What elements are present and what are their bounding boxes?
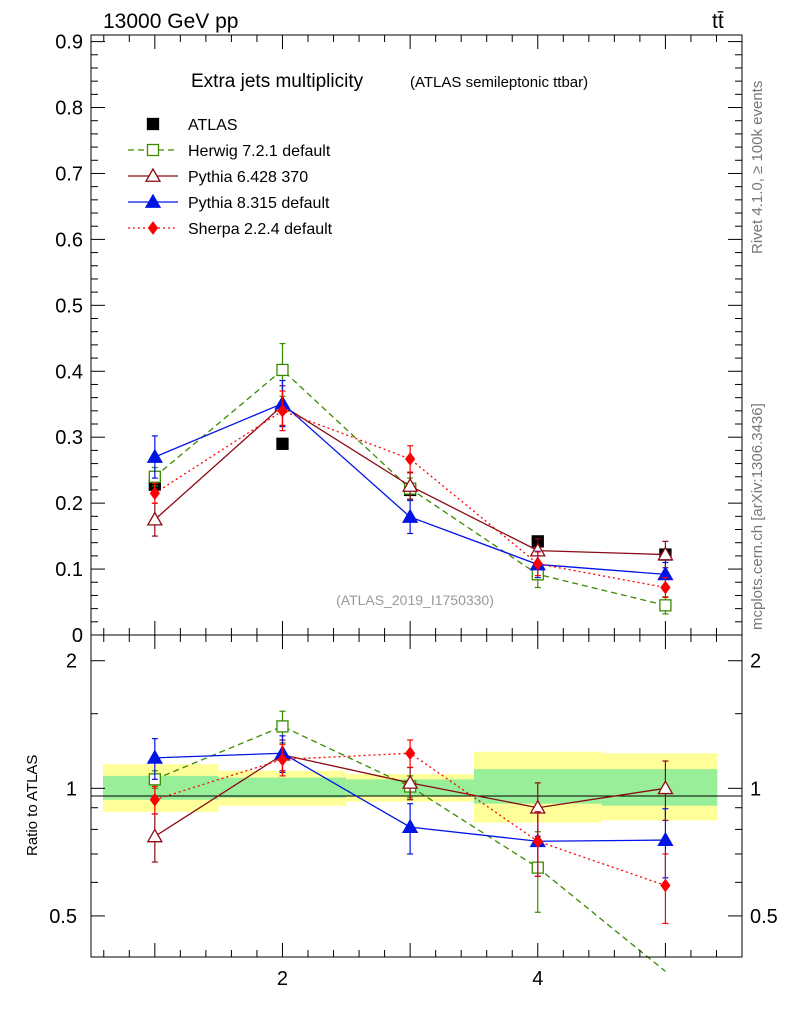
main-point <box>149 486 160 501</box>
main-axis-ticks: 0 0.1 0.2 0.3 0.4 0.5 0.6 0.7 0.8 0.9 <box>55 32 742 647</box>
main-line-sherpa-2-2-4-default <box>154 410 666 589</box>
rivet-version-label: Rivet 4.1.0, ≥ 100k events <box>749 81 766 254</box>
ratio-band-inner <box>601 769 718 806</box>
main-y-tick-label: 0.8 <box>55 98 83 120</box>
ratio-y-tick-label-right: 0.5 <box>750 906 778 928</box>
main-y-tick-label: 0.2 <box>55 493 83 515</box>
ratio-frame <box>90 634 743 958</box>
main-y-tick-label: 0.4 <box>55 361 83 383</box>
legend-label: Sherpa 2.2.4 default <box>188 221 333 238</box>
legend-entry-herwig-7-2-1-default: Herwig 7.2.1 default <box>128 143 331 160</box>
ratio-axis-ticks: 0.5 0.5 1 1 2 2 2 4 <box>49 635 778 990</box>
legend: ATLAS Herwig 7.2.1 default Pythia 6.428 37… <box>128 117 333 238</box>
main-point <box>277 403 288 418</box>
legend-label: Pythia 8.315 default <box>188 195 330 212</box>
ratio-band-inner <box>103 775 219 800</box>
ratio-y-tick-label-right: 2 <box>750 651 761 673</box>
ratio-point <box>277 752 288 767</box>
plot-subtitle: (ATLAS semileptonic ttbar) <box>410 74 588 91</box>
legend-entry-pythia-6-428-370: Pythia 6.428 370 <box>128 167 308 186</box>
main-point <box>146 511 163 526</box>
legend-label: Pythia 6.428 370 <box>188 169 308 186</box>
process-label: tt̄ <box>712 10 724 33</box>
main-point <box>276 437 289 450</box>
main-y-tick-label: 0 <box>72 625 83 647</box>
main-point <box>532 556 543 571</box>
ratio-y-tick-label-left: 1 <box>66 778 77 800</box>
ratio-y-tick-label-left: 0.5 <box>49 906 77 928</box>
ratio-y-tick-label-right: 1 <box>750 778 761 800</box>
ratio-point <box>146 828 163 843</box>
ratio-line-herwig-7-2-1-default <box>154 725 666 972</box>
ratio-point <box>149 792 160 807</box>
main-y-tick-label: 0.6 <box>55 229 83 251</box>
main-point <box>146 448 163 463</box>
ratio-y-axis-label: Ratio to ATLAS <box>24 755 41 856</box>
legend-label: Herwig 7.2.1 default <box>188 143 331 160</box>
ratio-point <box>657 831 674 846</box>
ratio-panel: 0.5 0.5 1 1 2 2 2 4 Ratio to ATLAS <box>24 634 778 990</box>
energy-label: 13000 GeV pp <box>103 10 238 33</box>
ratio-band-inner <box>218 777 347 798</box>
ratio-point <box>657 780 674 795</box>
ratio-point <box>146 749 163 764</box>
main-point <box>659 599 672 612</box>
legend-entry-sherpa-2-2-4-default: Sherpa 2.2.4 default <box>128 221 333 238</box>
legend-marker <box>144 167 162 182</box>
legend-marker <box>147 221 159 235</box>
legend-entry-atlas: ATLAS <box>146 117 238 134</box>
legend-marker <box>144 193 162 208</box>
x-tick-label: 2 <box>277 968 288 990</box>
legend-label: ATLAS <box>188 117 238 134</box>
source-site-label: mcplots.cern.ch [arXiv:1306.3436] <box>749 403 766 630</box>
main-y-tick-label: 0.3 <box>55 427 83 449</box>
legend-marker <box>146 117 160 131</box>
ratio-series-sherpa-2-2-4-default <box>149 739 671 925</box>
main-series-layer <box>146 342 674 615</box>
analysis-watermark: (ATLAS_2019_I1750330) <box>336 592 494 608</box>
main-point <box>401 508 419 523</box>
ratio-point <box>660 878 671 893</box>
ratio-series-layer <box>146 710 674 972</box>
ratio-point <box>532 834 543 849</box>
ratio-point <box>276 720 289 733</box>
ratio-point <box>401 774 419 789</box>
main-panel: Extra jets multiplicity (ATLAS semilepto… <box>55 32 743 647</box>
ratio-y-tick-label-left: 2 <box>66 651 77 673</box>
main-point <box>276 363 289 377</box>
plot-title: Extra jets multiplicity <box>191 71 364 92</box>
x-tick-label: 4 <box>532 968 543 990</box>
main-series-pythia-6-428-370 <box>146 385 674 569</box>
main-y-tick-label: 0.7 <box>55 163 83 185</box>
main-y-tick-label: 0.1 <box>55 559 83 581</box>
main-point <box>660 580 671 595</box>
main-point <box>657 546 674 561</box>
legend-marker <box>146 143 160 157</box>
ratio-point <box>404 746 416 761</box>
ratio-series-pythia-6-428-370 <box>146 739 674 863</box>
ratio-point <box>401 818 419 834</box>
main-point <box>401 477 419 492</box>
main-series-sherpa-2-2-4-default <box>149 390 671 599</box>
main-y-tick-label: 0.9 <box>55 32 83 54</box>
main-point <box>404 452 416 466</box>
main-y-tick-label: 0.5 <box>55 295 83 317</box>
legend-entry-pythia-8-315-default: Pythia 8.315 default <box>128 193 330 212</box>
